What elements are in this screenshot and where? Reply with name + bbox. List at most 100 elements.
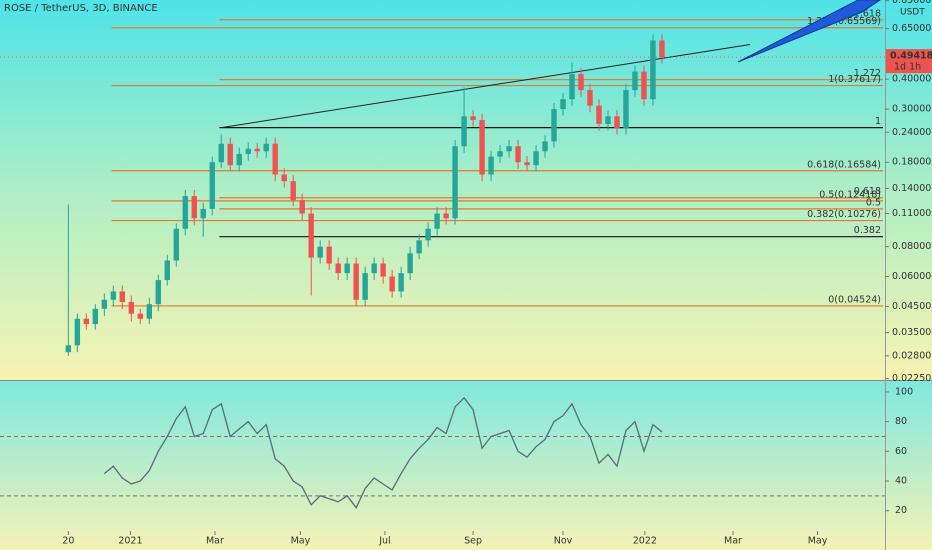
candle-body xyxy=(317,246,323,258)
price-pane xyxy=(0,0,932,381)
candle-body xyxy=(182,196,188,229)
x-tick-label: Nov xyxy=(554,536,573,547)
y-tick-label: 0.04500 xyxy=(892,301,931,312)
arrow-annotation xyxy=(737,0,881,63)
x-tick-label: 2022 xyxy=(633,536,657,547)
candle-body xyxy=(641,71,647,100)
y-tick-label: 100 xyxy=(895,386,913,397)
candle-body xyxy=(236,153,242,166)
candle-body xyxy=(578,74,584,91)
candle-body xyxy=(371,263,377,274)
candle-body xyxy=(137,313,144,319)
countdown-label: 1d 1h xyxy=(894,62,921,73)
candle-body xyxy=(533,151,539,166)
candle-body xyxy=(245,148,251,154)
candle-body xyxy=(497,151,503,157)
candle-body xyxy=(569,74,575,100)
x-tick-label: Sep xyxy=(464,536,482,547)
candle-body xyxy=(506,146,512,152)
fib-label: 0.382(0.10276) xyxy=(807,209,881,220)
candle-body xyxy=(632,71,638,91)
y-tick-label: 0.08000 xyxy=(892,241,931,252)
candle-body xyxy=(551,109,557,142)
candle-body xyxy=(416,240,422,254)
candle-body xyxy=(515,146,521,163)
candle-body xyxy=(542,141,548,152)
candle-body xyxy=(173,228,179,261)
candle-body xyxy=(209,162,215,209)
candle-body xyxy=(218,143,224,163)
y-tick-label: 0.03500 xyxy=(892,327,931,338)
rsi-pane xyxy=(0,381,932,550)
y-tick-label: 0.11000 xyxy=(892,208,931,219)
x-tick-label: Mar xyxy=(206,536,224,547)
candle-body xyxy=(452,146,458,219)
candle-body xyxy=(227,143,233,166)
candle-body xyxy=(659,40,665,58)
candle-body xyxy=(254,148,260,152)
candle-body xyxy=(119,291,126,302)
candle-body xyxy=(380,263,386,277)
last-price-box xyxy=(886,49,932,74)
y-tick-label: 0.18000 xyxy=(892,157,931,168)
candle-body xyxy=(434,213,440,229)
candle-body xyxy=(272,143,278,175)
y-tick-label: 40 xyxy=(895,476,907,487)
fib-label: 1.272(0.65569) xyxy=(807,16,881,27)
x-tick-label: Jul xyxy=(378,536,390,547)
candle-body xyxy=(470,116,476,121)
candle-body xyxy=(524,162,530,166)
currency-label: USDT xyxy=(900,8,925,18)
fib-label: 1.618 xyxy=(854,8,881,19)
candle-body xyxy=(164,260,170,281)
candle-body xyxy=(299,200,305,214)
candle-body xyxy=(362,273,368,300)
candle-body xyxy=(200,208,206,219)
candle-body xyxy=(614,116,620,129)
candle-body xyxy=(263,143,269,152)
last-price-label: 0.49418 xyxy=(890,51,932,62)
candle-body xyxy=(191,196,197,219)
fib-label: 0.618(0.16584) xyxy=(807,159,881,170)
y-tick-label: 60 xyxy=(895,446,907,457)
candle-body xyxy=(326,246,332,264)
candle-body xyxy=(623,90,629,129)
candle-body xyxy=(353,263,359,300)
candle-body xyxy=(560,99,566,110)
y-tick-label: 0.02250 xyxy=(892,373,931,384)
candle-body xyxy=(335,263,341,274)
fib-label: 0.5(0.12418) xyxy=(819,189,881,200)
y-tick-label: 0.24000 xyxy=(892,127,931,138)
candle-body xyxy=(83,318,90,325)
fib-label: 0.618 xyxy=(854,186,881,197)
rsi-line xyxy=(103,396,663,509)
candle-body xyxy=(308,213,314,258)
candle-body xyxy=(146,304,152,319)
fib-label: 1 xyxy=(875,116,881,127)
candle-body xyxy=(443,213,449,219)
candle-body xyxy=(92,308,99,325)
candle-body xyxy=(155,280,161,305)
y-tick-label: 0.85000 xyxy=(892,0,931,6)
candle-body xyxy=(290,181,296,201)
y-tick-label: 0.14000 xyxy=(892,183,931,194)
candle-body xyxy=(128,301,135,314)
candle-body xyxy=(398,273,404,292)
fib-label: 0.382 xyxy=(854,225,881,236)
y-tick-label: 0.65000 xyxy=(892,23,931,34)
fib-label: 1.272 xyxy=(854,68,881,79)
x-tick-label: May xyxy=(808,536,828,547)
y-tick-label: 0.30000 xyxy=(892,104,931,115)
candle-body xyxy=(407,253,413,274)
candle-body xyxy=(605,116,611,124)
x-tick-label: 20 xyxy=(62,536,74,547)
symbol-title: ROSE / TetherUS, 3D, BINANCE xyxy=(4,3,158,14)
candle-body xyxy=(110,291,117,300)
candle-body xyxy=(281,174,287,182)
y-tick-label: 0.40000 xyxy=(892,74,931,85)
candle-body xyxy=(425,228,431,241)
candle-body xyxy=(65,345,72,353)
y-tick-label: 0.02800 xyxy=(892,350,931,361)
y-tick-label: 0.06000 xyxy=(892,271,931,282)
